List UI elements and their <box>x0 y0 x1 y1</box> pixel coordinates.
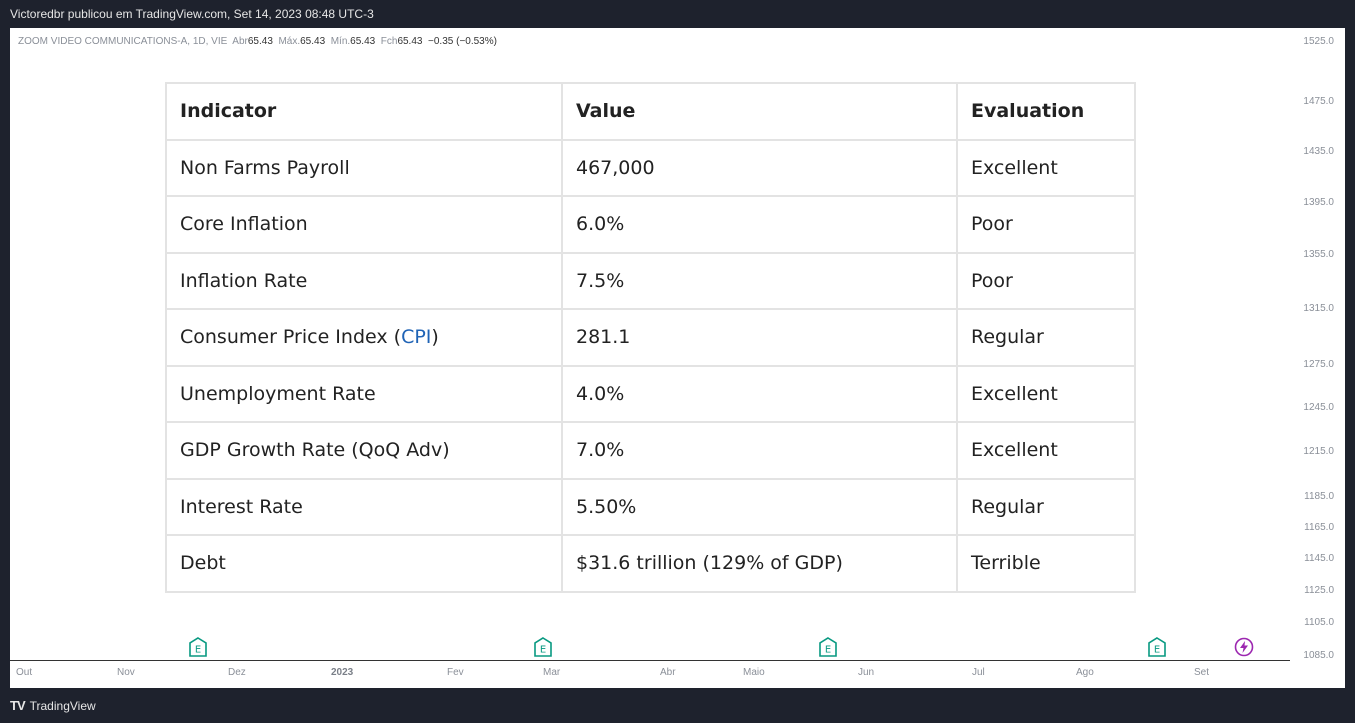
evaluation-cell: Excellent <box>956 364 1136 423</box>
tradingview-logo-icon[interactable]: TV <box>10 698 26 713</box>
indicator-cell: Consumer Price Index (CPI) <box>165 308 563 367</box>
footer-bar: TV TradingView <box>0 688 1355 723</box>
value-cell: 5.50% <box>561 477 958 536</box>
chart-pane[interactable]: ZOOM VIDEO COMMUNICATIONS-A, 1D, VIE Abr… <box>10 28 1345 688</box>
price-tick: 1275.0 <box>1303 359 1334 370</box>
price-tick: 1145.0 <box>1304 553 1334 564</box>
earnings-icon[interactable]: E <box>188 637 208 657</box>
indicator-suffix: ) <box>431 326 439 349</box>
time-tick: Dez <box>228 667 246 678</box>
svg-text:E: E <box>825 645 831 656</box>
table-row: Inflation Rate 7.5% Poor <box>165 251 1136 310</box>
time-axis[interactable]: Out Nov Dez 2023 Fev Mar Abr Maio Jun Ju… <box>10 660 1290 688</box>
price-tick: 1105.0 <box>1304 617 1334 628</box>
low-value: 65.43 <box>350 36 376 47</box>
time-tick: Maio <box>743 667 765 678</box>
time-tick: Mar <box>543 667 561 678</box>
evaluation-cell: Terrible <box>956 534 1136 593</box>
indicator-cell: GDP Growth Rate (QoQ Adv) <box>165 421 563 480</box>
price-tick: 1475.0 <box>1303 96 1334 107</box>
table-row: Interest Rate 5.50% Regular <box>165 477 1136 536</box>
table-row: Unemployment Rate 4.0% Excellent <box>165 364 1136 423</box>
evaluation-cell: Regular <box>956 308 1136 367</box>
value-cell: $31.6 trillion (129% of GDP) <box>561 534 958 593</box>
evaluation-cell: Poor <box>956 251 1136 310</box>
indicator-prefix: Consumer Price Index ( <box>180 326 402 349</box>
value-cell: 4.0% <box>561 364 958 423</box>
indicator-cell: Interest Rate <box>165 477 563 536</box>
price-tick: 1315.0 <box>1303 303 1334 314</box>
table-row: Non Farms Payroll 467,000 Excellent <box>165 138 1136 197</box>
publish-info: Victoredbr publicou em TradingView.com, … <box>10 7 374 21</box>
price-axis[interactable]: 1525.0 1475.0 1435.0 1395.0 1355.0 1315.… <box>1285 28 1345 661</box>
time-tick: Jul <box>972 667 985 678</box>
close-value: 65.43 <box>397 36 423 47</box>
close-label: Fch <box>380 36 398 47</box>
evaluation-cell: Regular <box>956 477 1136 536</box>
indicator-cell: Debt <box>165 534 563 593</box>
price-tick: 1185.0 <box>1304 491 1334 502</box>
price-tick: 1355.0 <box>1303 249 1334 260</box>
time-tick: 2023 <box>331 667 354 678</box>
svg-text:E: E <box>540 645 546 656</box>
time-tick: Out <box>16 667 33 678</box>
evaluation-cell: Excellent <box>956 138 1136 197</box>
symbol-name[interactable]: ZOOM VIDEO COMMUNICATIONS-A, 1D, VIE <box>18 36 228 47</box>
time-tick: Ago <box>1076 667 1094 678</box>
earnings-icon[interactable]: E <box>533 637 553 657</box>
value-cell: 467,000 <box>561 138 958 197</box>
svg-text:E: E <box>1154 645 1160 656</box>
time-tick: Set <box>1194 667 1210 678</box>
price-tick: 1245.0 <box>1303 402 1334 413</box>
table-row: Consumer Price Index (CPI) 281.1 Regular <box>165 308 1136 367</box>
header-value: Value <box>561 82 958 141</box>
indicator-cell: Inflation Rate <box>165 251 563 310</box>
time-tick: Nov <box>117 667 135 678</box>
indicator-cell: Core Inflation <box>165 195 563 254</box>
lightning-icon[interactable] <box>1234 637 1254 657</box>
table-row: Core Inflation 6.0% Poor <box>165 195 1136 254</box>
value-cell: 6.0% <box>561 195 958 254</box>
price-tick: 1395.0 <box>1303 197 1334 208</box>
earnings-icon[interactable]: E <box>1147 637 1167 657</box>
symbol-legend: ZOOM VIDEO COMMUNICATIONS-A, 1D, VIE Abr… <box>18 36 497 47</box>
indicator-cell: Non Farms Payroll <box>165 138 563 197</box>
table-row: GDP Growth Rate (QoQ Adv) 7.0% Excellent <box>165 421 1136 480</box>
earnings-icon[interactable]: E <box>818 637 838 657</box>
evaluation-cell: Poor <box>956 195 1136 254</box>
time-tick: Jun <box>858 667 875 678</box>
open-label: Abr <box>232 36 248 47</box>
evaluation-cell: Excellent <box>956 421 1136 480</box>
high-label: Máx. <box>278 36 301 47</box>
high-value: 65.43 <box>300 36 326 47</box>
cpi-link: CPI <box>401 326 432 349</box>
price-tick: 1435.0 <box>1303 146 1334 157</box>
header-indicator: Indicator <box>165 82 563 141</box>
value-cell: 7.0% <box>561 421 958 480</box>
value-cell: 281.1 <box>561 308 958 367</box>
price-tick: 1215.0 <box>1303 446 1334 457</box>
table-row: Debt $31.6 trillion (129% of GDP) Terrib… <box>165 534 1136 593</box>
table-header-row: Indicator Value Evaluation <box>165 82 1136 141</box>
brand-name[interactable]: TradingView <box>29 698 96 713</box>
indicators-table: Indicator Value Evaluation Non Farms Pay… <box>165 82 1136 593</box>
open-value: 65.43 <box>247 36 273 47</box>
low-label: Mín. <box>330 36 351 47</box>
time-tick: Abr <box>660 667 676 678</box>
price-tick: 1085.0 <box>1303 650 1334 661</box>
time-tick: Fev <box>447 667 464 678</box>
price-tick: 1525.0 <box>1303 36 1334 47</box>
economic-indicators-table-image: Indicator Value Evaluation Non Farms Pay… <box>165 82 1136 593</box>
price-tick: 1165.0 <box>1304 522 1334 533</box>
header-evaluation: Evaluation <box>956 82 1136 141</box>
indicator-cell: Unemployment Rate <box>165 364 563 423</box>
price-tick: 1125.0 <box>1304 585 1334 596</box>
svg-text:E: E <box>195 645 201 656</box>
value-cell: 7.5% <box>561 251 958 310</box>
change-value: −0.35 (−0.53%) <box>428 36 497 47</box>
